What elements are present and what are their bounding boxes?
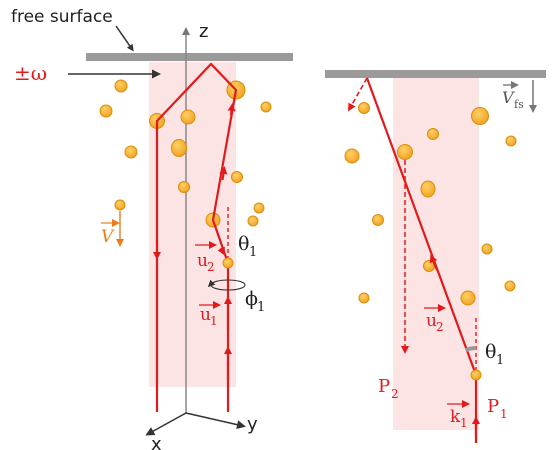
bubble [247,215,259,227]
bubble [260,101,272,113]
svg-text:2: 2 [391,387,399,401]
theta-arc-right [465,346,477,352]
u1-vector-label: u 1 [199,301,221,328]
bubble [358,292,370,304]
bubble [180,109,196,125]
svg-text:1: 1 [500,407,508,421]
bubble [114,79,128,93]
bubble [344,148,360,164]
bubble [481,243,493,255]
u2-vector-label-left: u 2 [195,241,217,274]
svg-text:1: 1 [257,300,265,315]
bubble [397,144,413,160]
axis-z-label: z [199,21,208,42]
left-panel: free surface ±ω z y x [11,7,293,450]
free-surface-pointer [115,25,134,52]
bubble [358,102,370,114]
svg-text:fs: fs [514,98,524,111]
bubble [420,180,436,198]
svg-text:ϕ: ϕ [245,288,258,310]
left-laser-sheet [149,62,236,387]
bubble [99,104,113,118]
right-panel: V fs [325,70,546,443]
free-surface-label: free surface [11,7,113,27]
reflected-dashed [348,77,368,112]
vfs-label: V fs [502,80,537,113]
scatter-bubble-left [222,257,234,269]
bubble [471,107,489,125]
theta1-label-right: θ 1 [485,341,504,368]
svg-text:1: 1 [496,353,504,368]
left-free-surface [86,53,293,61]
svg-text:V: V [101,227,115,247]
svg-text:u: u [200,305,211,325]
bubble [427,128,439,140]
bubble [114,199,126,211]
svg-text:u: u [197,251,208,271]
axis-x-label: x [151,434,162,450]
bubble [231,171,243,183]
svg-text:2: 2 [207,260,215,274]
svg-text:1: 1 [210,314,218,328]
omega-label: ±ω [14,61,47,85]
phi1-label: ϕ 1 [245,288,265,315]
velocity-vector-label: V [101,211,124,247]
svg-text:θ: θ [238,233,249,255]
bubble [505,135,517,147]
bubble [504,280,516,292]
svg-text:P: P [487,396,499,417]
y-axis [185,412,246,430]
svg-text:1: 1 [249,245,257,260]
bubble [372,214,384,226]
theta1-label-left: θ 1 [238,233,257,260]
x-axis [145,412,187,436]
right-bubbles [344,102,517,306]
p1-label: P 1 [487,396,508,421]
svg-text:1: 1 [460,416,468,430]
svg-text:u: u [426,311,437,331]
svg-text:P: P [378,376,390,397]
u2-vector-label-right: u 2 [424,304,446,334]
scatter-bubble-right [470,369,482,381]
right-free-surface [325,70,546,78]
axis-y-label: y [247,414,258,435]
bubble [124,145,138,159]
svg-text:2: 2 [436,320,444,334]
svg-text:k: k [450,407,461,427]
svg-text:θ: θ [485,341,496,363]
bubble [460,290,476,306]
bubble [171,139,187,157]
bubble [178,181,190,193]
k1-vector-label: k 1 [447,400,470,430]
p2-label: P 2 [378,376,399,401]
svg-text:V: V [502,88,515,107]
bubble [253,202,265,214]
